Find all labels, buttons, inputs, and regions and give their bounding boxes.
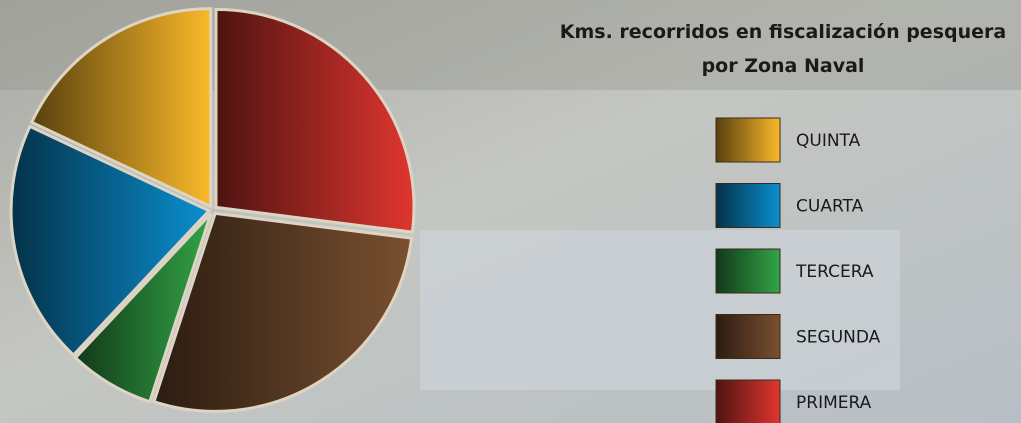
legend-label: SEGUNDA [796, 328, 881, 348]
chart-title: Kms. recorridos en fiscalización pesquer… [560, 21, 1006, 43]
legend-swatch [715, 183, 781, 228]
pie-slice [9, 124, 212, 358]
legend-swatch [715, 314, 781, 359]
legend-label: TERCERA [795, 262, 874, 282]
chart-title: por Zona Naval [702, 55, 865, 77]
legend: QUINTA CUARTA TERCERA SEGUNDA PRIMERA [715, 117, 881, 423]
pie-slice [214, 7, 416, 234]
legend-label: PRIMERA [796, 393, 872, 413]
pie-slice [152, 211, 414, 413]
pie-slice [29, 7, 213, 209]
pie-slice [73, 212, 213, 404]
pie [9, 7, 416, 413]
legend-swatch [715, 379, 781, 423]
legend-label: QUINTA [796, 131, 861, 151]
legend-swatch [715, 117, 781, 163]
background-boat [420, 230, 900, 390]
legend-swatch [715, 248, 781, 294]
legend-label: CUARTA [796, 197, 864, 217]
